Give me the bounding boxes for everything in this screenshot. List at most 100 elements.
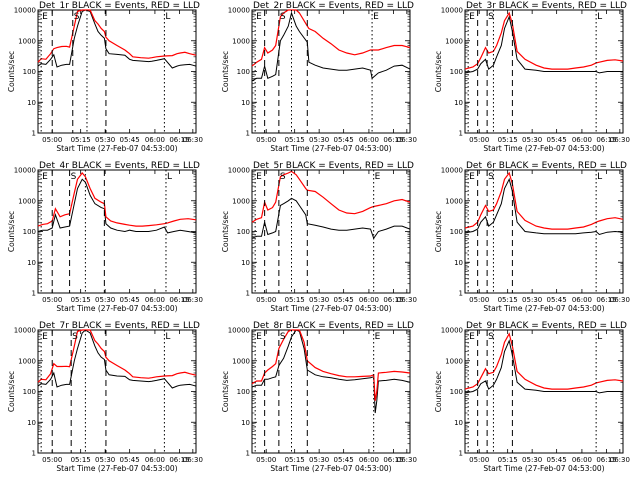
x-tick-label: 06:00 [145, 136, 165, 144]
x-axis-label: Start Time (27-Feb-07 04:53:00) [56, 144, 177, 153]
y-tick-label: 10000 [228, 327, 250, 335]
y-tick-label: 1000 [232, 37, 250, 45]
x-tick-label: 06:30 [183, 456, 203, 464]
x-tick-label: 05:45 [547, 296, 567, 304]
x-tick-label: 06:00 [359, 456, 379, 464]
panel-7: Det_7r BLACK = Events, RED = LLD 1 10 100 10… [7, 321, 203, 473]
y-tick-label: 10 [241, 259, 250, 267]
x-tick-label: 06:30 [397, 136, 417, 144]
y-tick-label: 1 [32, 450, 36, 458]
y-tick-label: 10000 [228, 7, 250, 15]
x-tick-label: 05:45 [547, 136, 567, 144]
x-tick-label: 05:30 [522, 136, 542, 144]
x-tick-label: 06:15 [596, 456, 616, 464]
interval-marker-label: L [597, 332, 602, 342]
x-axis-label: Start Time (27-Feb-07 04:53:00) [483, 464, 604, 473]
y-tick-label: 10000 [441, 7, 463, 15]
interval-marker-label: S [488, 332, 494, 342]
y-tick-label: 100 [237, 388, 250, 396]
interval-marker-label: E [469, 172, 475, 182]
x-tick-label: 06:00 [359, 136, 379, 144]
y-tick-label: 1000 [18, 197, 36, 205]
x-tick-label: 06:00 [572, 456, 592, 464]
panel-title: Det_8r BLACK = Events, RED = LLD [253, 321, 414, 331]
series-line-lld [251, 9, 411, 67]
y-tick-label: 10 [27, 259, 36, 267]
y-tick-label: 100 [237, 68, 250, 76]
panel-5: Det_5r BLACK = Events, RED = LLD 1 10 100 10… [221, 161, 417, 313]
y-tick-label: 10000 [14, 167, 36, 175]
y-tick-label: 1 [32, 130, 36, 138]
x-axis-label: Start Time (27-Feb-07 04:53:00) [483, 144, 604, 153]
x-tick-label: 05:00 [469, 456, 489, 464]
y-tick-label: 1 [32, 290, 36, 298]
x-tick-label: 05:30 [522, 456, 542, 464]
series-line-events [251, 329, 411, 414]
x-tick-label: 05:30 [309, 296, 329, 304]
y-axis-label: Counts/sec [7, 371, 16, 412]
x-tick-label: 06:00 [145, 296, 165, 304]
series-line-events [251, 11, 411, 82]
series-line-lld [464, 171, 624, 230]
y-tick-label: 10 [241, 99, 250, 107]
y-tick-label: 10000 [441, 167, 463, 175]
panel-3: Det_3r BLACK = Events, RED = LLD 1 10 100 10… [434, 1, 630, 153]
y-tick-label: 1000 [232, 357, 250, 365]
x-tick-label: 05:15 [285, 136, 305, 144]
x-tick-label: 05:45 [120, 456, 140, 464]
interval-marker-label: E [256, 172, 262, 182]
x-tick-label: 06:15 [383, 456, 403, 464]
series-line-lld [251, 329, 411, 401]
x-axis-label: Start Time (27-Feb-07 04:53:00) [56, 464, 177, 473]
interval-marker-label: E [256, 332, 262, 342]
y-tick-label: 100 [23, 68, 36, 76]
x-tick-label: 05:30 [522, 296, 542, 304]
x-tick-label: 06:15 [169, 136, 189, 144]
interval-marker-label: L [597, 172, 602, 182]
x-tick-label: 05:00 [42, 456, 62, 464]
y-tick-label: 10 [241, 419, 250, 427]
x-tick-label: 06:15 [596, 296, 616, 304]
x-tick-label: 06:30 [183, 136, 203, 144]
interval-marker-label: L [167, 172, 172, 182]
y-axis-label: Counts/sec [434, 371, 443, 412]
panel-2: Det_2r BLACK = Events, RED = LLD 1 10 100 10… [221, 1, 417, 153]
interval-marker-label: E [375, 172, 381, 182]
interval-marker-label: E [42, 12, 48, 22]
series-line-lld [464, 11, 624, 70]
panel-title: Det_5r BLACK = Events, RED = LLD [253, 161, 414, 171]
interval-marker-label: S [280, 12, 286, 22]
y-tick-label: 10 [454, 259, 463, 267]
y-axis-label: Counts/sec [7, 211, 16, 252]
x-tick-label: 05:15 [285, 296, 305, 304]
interval-marker-label: S [72, 332, 78, 342]
x-tick-label: 05:00 [256, 296, 276, 304]
y-tick-label: 100 [450, 228, 463, 236]
panel-title: Det_7r BLACK = Events, RED = LLD [39, 321, 200, 331]
x-tick-label: 06:30 [610, 136, 630, 144]
y-tick-label: 1 [246, 450, 250, 458]
y-tick-label: 100 [450, 68, 463, 76]
x-tick-label: 05:00 [469, 296, 489, 304]
interval-marker-label: S [74, 12, 80, 22]
x-tick-label: 05:30 [309, 456, 329, 464]
x-tick-label: 06:15 [169, 296, 189, 304]
y-tick-label: 1000 [445, 37, 463, 45]
x-tick-label: 06:00 [572, 296, 592, 304]
x-tick-label: 06:30 [397, 456, 417, 464]
x-tick-label: 05:00 [256, 456, 276, 464]
x-tick-label: 05:00 [256, 136, 276, 144]
x-tick-label: 05:30 [309, 136, 329, 144]
panel-title: Det_6r BLACK = Events, RED = LLD [466, 161, 627, 171]
interval-marker-label: S [488, 12, 494, 22]
series-line-events [464, 177, 624, 236]
y-tick-label: 100 [237, 228, 250, 236]
interval-marker-label: E [256, 12, 262, 22]
x-tick-label: 06:15 [383, 136, 403, 144]
series-line-events [464, 15, 623, 74]
interval-marker-label: E [469, 332, 475, 342]
panel-title: Det_3r BLACK = Events, RED = LLD [466, 1, 627, 11]
series-line-lld [37, 9, 197, 63]
